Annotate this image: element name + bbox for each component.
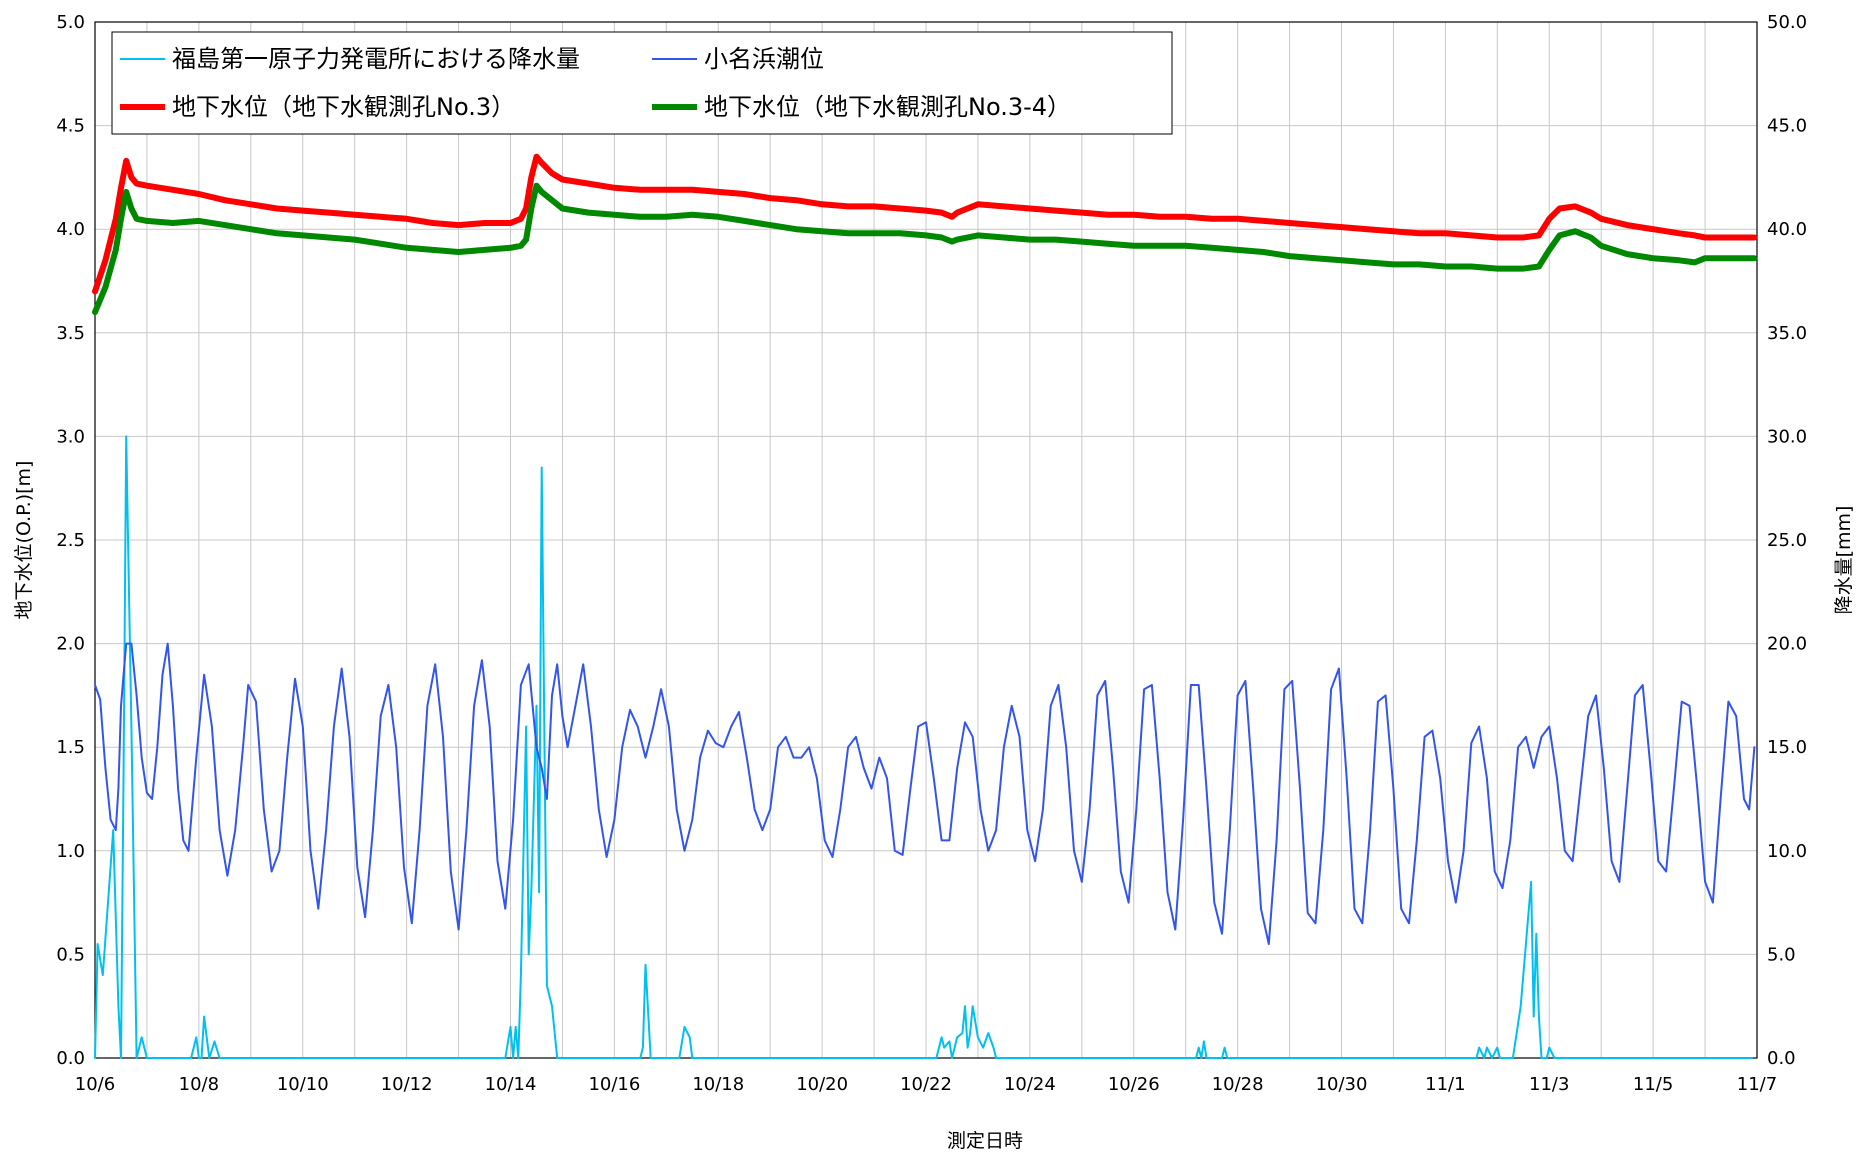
y-left-tick-label: 5.0 (56, 12, 85, 33)
y-left-tick-label: 0.0 (56, 1048, 85, 1069)
series-gw-no3-line (92, 153, 1758, 295)
x-tick-label: 11/3 (1529, 1074, 1569, 1095)
y-right-tick-label: 5.0 (1767, 944, 1796, 965)
legend-box (111, 31, 1173, 135)
y-left-tick-label: 0.5 (56, 944, 85, 965)
x-tick-label: 10/20 (796, 1074, 848, 1095)
x-tick-label: 10/28 (1212, 1074, 1264, 1095)
y-right-tick-label: 20.0 (1767, 634, 1807, 655)
x-tick-label: 11/5 (1633, 1074, 1673, 1095)
x-tick-label: 10/26 (1108, 1074, 1160, 1095)
x-tick-label: 10/18 (692, 1074, 744, 1095)
y-right-tick-label: 15.0 (1767, 737, 1807, 758)
x-tick-label: 11/1 (1425, 1074, 1465, 1095)
legend-label-tide: 小名浜潮位 (704, 45, 824, 73)
legend-label-rain: 福島第一原子力発電所における降水量 (172, 45, 580, 73)
y-right-tick-label: 25.0 (1767, 530, 1807, 551)
y-left-tick-label: 2.5 (56, 530, 85, 551)
y-right-tick-label: 30.0 (1767, 426, 1807, 447)
x-tick-label: 11/7 (1737, 1074, 1777, 1095)
y-axis-left-label: 地下水位(O.P.)[m] (13, 461, 35, 620)
gridlines (95, 21, 1757, 1059)
y-axis-right-label: 降水量[mm] (1833, 506, 1855, 615)
legend-label-gw-no3-4: 地下水位（地下水観測孔No.3-4） (704, 93, 1071, 121)
x-tick-label: 10/24 (1004, 1074, 1056, 1095)
x-tick-label: 10/30 (1316, 1074, 1368, 1095)
x-tick-label: 10/16 (588, 1074, 640, 1095)
series-rain-line (94, 435, 1753, 1059)
series-gw-no3-4-line (92, 182, 1758, 316)
series-layer (92, 153, 1758, 1059)
y-left-tick-label: 3.5 (56, 323, 85, 344)
y-right-tick-label: 40.0 (1767, 219, 1807, 240)
x-axis-label: 測定日時 (947, 1130, 1023, 1152)
x-tick-label: 10/8 (179, 1074, 219, 1095)
x-tick-label: 10/10 (277, 1074, 329, 1095)
y-left-tick-label: 2.0 (56, 634, 85, 655)
y-left-tick-label: 1.5 (56, 737, 85, 758)
y-right-tick-label: 0.0 (1767, 1048, 1796, 1069)
x-tick-label: 10/14 (485, 1074, 537, 1095)
y-right-tick-label: 50.0 (1767, 12, 1807, 33)
x-tick-label: 10/22 (900, 1074, 952, 1095)
legend: 福島第一原子力発電所における降水量 小名浜潮位 地下水位（地下水観測孔No.3）… (111, 31, 1173, 135)
y-axis-right-ticks: 0.0 5.0 10.0 15.0 20.0 25.0 30.0 35.0 40.0 45.0 50… (1767, 12, 1807, 1069)
y-left-tick-label: 1.0 (56, 841, 85, 862)
series-tide-line (94, 642, 1756, 945)
y-right-tick-label: 35.0 (1767, 323, 1807, 344)
y-left-tick-label: 4.5 (56, 116, 85, 137)
x-tick-label: 10/6 (75, 1074, 115, 1095)
y-right-tick-label: 45.0 (1767, 116, 1807, 137)
x-axis-ticks: 10/6 10/8 10/10 10/12 10/14 10/16 10/18 10/20 10… (75, 1074, 1777, 1095)
y-right-tick-label: 10.0 (1767, 841, 1807, 862)
legend-label-gw-no3: 地下水位（地下水観測孔No.3） (172, 93, 515, 121)
y-left-tick-label: 4.0 (56, 219, 85, 240)
y-axis-left-ticks: 0.0 0.5 1.0 1.5 2.0 2.5 3.0 3.5 4.0 4.5 5.0 (56, 12, 85, 1069)
y-left-tick-label: 3.0 (56, 426, 85, 447)
x-tick-label: 10/12 (381, 1074, 433, 1095)
